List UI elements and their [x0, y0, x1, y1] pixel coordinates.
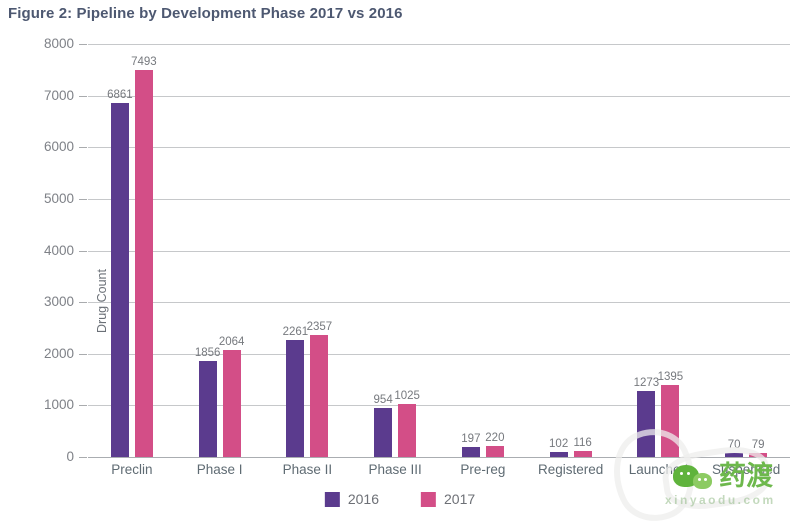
bar-group-preclin: 6861 7493 [88, 44, 176, 457]
gridline-0 [88, 457, 790, 458]
bar-value-label: 1273 [633, 377, 660, 390]
x-axis-label-registered: Registered [537, 462, 604, 477]
bar-2016-launched: 1273 [634, 377, 659, 457]
bar-2016-registered: 102 [549, 438, 568, 457]
x-axis-label-preclin: Preclin [111, 462, 153, 477]
bar-group-phase-iii: 954 1025 [351, 44, 439, 457]
bar-value-label: 102 [549, 437, 569, 450]
gridline-4000 [88, 250, 790, 252]
bar-2016-pre-reg: 197 [461, 433, 480, 457]
bar-2017-phase-i: 2064 [219, 336, 244, 457]
y-tick-label: 2000 [43, 345, 74, 361]
bar-value-label: 1395 [657, 371, 684, 383]
bar-value-label: 2357 [306, 321, 333, 334]
legend-swatch-2016 [324, 491, 340, 507]
x-axis-label-pre-reg: Pre-reg [460, 462, 506, 477]
legend-item-2017: 2017 [421, 491, 475, 507]
bar-2017-preclin: 7493 [131, 56, 157, 457]
bar-value-label: 116 [573, 437, 592, 449]
legend-label-2017: 2017 [444, 491, 476, 507]
bar-2017-phase-iii: 1025 [394, 390, 420, 457]
y-tickmark [79, 405, 87, 407]
bar-2017-registered: 116 [573, 437, 592, 457]
x-axis-label-phase-ii: Phase II [282, 462, 333, 477]
chart-title: Figure 2: Pipeline by Development Phase … [8, 5, 403, 22]
bar-2016-phase-i: 1856 [195, 347, 220, 457]
bar-value-label: 220 [485, 431, 505, 444]
y-tick-label: 7000 [43, 87, 74, 103]
gridline-5000 [88, 198, 790, 200]
bar-2017-launched: 1395 [658, 371, 683, 457]
bar-2017-pre-reg: 220 [485, 432, 504, 457]
bar-value-label: 6861 [107, 88, 133, 101]
bar-group-pre-reg: 197 220 [439, 44, 527, 457]
legend: 2016 2017 [324, 491, 475, 507]
bar-2016-preclin: 6861 [107, 89, 133, 457]
y-tick-label: 8000 [43, 36, 74, 51]
gridline-7000 [88, 95, 790, 97]
bar-value-label: 7493 [131, 56, 157, 69]
bar-value-label: 70 [727, 439, 741, 452]
bar-group-phase-ii: 2261 2357 [264, 44, 352, 457]
bar-group-suspended: 70 79 [702, 44, 790, 457]
x-axis-label-launched: Launched [628, 462, 689, 477]
x-axis-label-suspended: Suspended [711, 462, 781, 477]
bar-group-launched: 1273 1395 [615, 44, 703, 457]
legend-swatch-2017 [421, 491, 436, 507]
bar-group-registered: 102 116 [527, 44, 615, 457]
bar-value-label: 2261 [282, 326, 309, 339]
bar-2016-phase-iii: 954 [374, 394, 393, 457]
y-tickmark [79, 250, 87, 252]
bar-2017-suspended: 79 [749, 439, 768, 457]
gridline-6000 [88, 147, 790, 149]
bar-value-label: 79 [751, 438, 765, 451]
y-tickmark [79, 95, 87, 97]
y-tickmark [79, 147, 87, 149]
plot-area: Drug Count 6861 7493 1856 2064 2261 2357 954 10… [79, 44, 790, 458]
bar-2016-suspended: 70 [725, 439, 744, 457]
bar-value-label: 2064 [218, 336, 245, 349]
gridline-2000 [88, 353, 790, 355]
x-axis-labels: Preclin Phase I Phase II Phase III Pre-reg Re… [88, 462, 790, 477]
y-tickmark [79, 44, 87, 45]
y-tick-label: 6000 [43, 139, 74, 155]
x-axis-label-phase-i: Phase I [196, 462, 243, 477]
bar-value-label: 197 [461, 432, 481, 445]
legend-item-2016: 2016 [324, 491, 379, 507]
y-tick-label: 4000 [43, 242, 74, 258]
legend-label-2016: 2016 [347, 491, 379, 507]
y-tickmark [79, 457, 87, 458]
gridline-3000 [88, 302, 790, 304]
y-tickmark [79, 353, 87, 355]
x-axis-label-phase-iii: Phase III [368, 462, 422, 477]
y-tickmark [79, 198, 87, 200]
bar-group-phase-i: 1856 2064 [176, 44, 264, 457]
y-tick-label: 5000 [43, 190, 74, 206]
bar-value-label: 1856 [194, 347, 221, 360]
bar-2017-phase-ii: 2357 [307, 321, 332, 457]
y-tick-label: 3000 [43, 294, 74, 310]
y-tick-label: 1000 [43, 397, 74, 413]
y-tickmark [79, 302, 87, 304]
bar-2016-phase-ii: 2261 [283, 326, 308, 457]
watermark-domain-text: xinyaodu.com [665, 493, 776, 507]
y-tick-label: 0 [66, 449, 74, 464]
bar-value-label: 954 [373, 393, 393, 406]
gridline-1000 [88, 405, 790, 407]
gridline-8000 [88, 44, 790, 45]
bar-value-label: 1025 [394, 390, 420, 403]
